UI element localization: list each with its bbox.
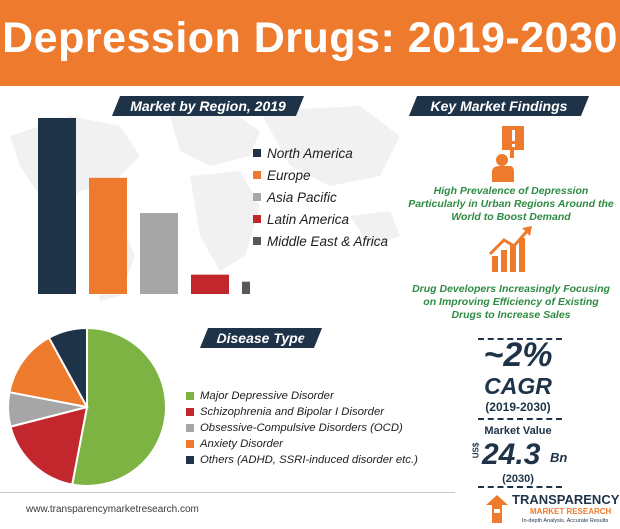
pie-slice-1 [9,405,89,486]
legend-swatch [253,171,261,179]
cagr-value: ~2% [483,336,553,374]
brand-subname: MARKET RESEARCH [530,507,612,516]
legend-swatch [186,424,194,432]
findings-heading: Key Market Findings [420,96,578,116]
legend-item-others: Others (ADHD, SSRI-induced disorder etc.… [186,452,418,468]
legend-item-north-america: North America [253,142,388,164]
title-banner: Depression Drugs: 2019-2030 [0,0,620,86]
market-value-panel: Market Value US$ 24.3 Bn (2030) [462,424,574,486]
finding-1-text: High Prevalence of Depression Particular… [408,185,614,223]
brand-logo-mark [486,495,508,523]
legend-swatch [186,440,194,448]
market-value-unit: Bn [550,450,568,465]
legend-swatch [253,149,261,157]
brand-logo: TRANSPARENCY MARKET RESEARCH In-depth An… [486,492,620,527]
legend-label: Anxiety Disorder [200,438,283,450]
divider-middle [478,418,562,420]
region-heading: Market by Region, 2019 [123,96,293,116]
legend-item-middle-east-africa: Middle East & Africa [253,230,388,252]
legend-swatch [186,456,194,464]
market-value-number: 24.3 [482,438,541,471]
page-title: Depression Drugs: 2019-2030 [2,14,618,62]
bar-latin-america [191,274,229,294]
legend-swatch [253,237,261,245]
stats-panel: ~2% CAGR (2019-2030) [462,332,574,416]
growth-chart-icon [488,226,532,272]
brand-name: TRANSPARENCY [512,492,620,507]
legend-swatch [253,215,261,223]
currency-label: US$ [471,442,481,459]
legend-item-europe: Europe [253,164,388,186]
disease-legend: Major Depressive Disorder Schizophrenia … [186,388,418,468]
legend-item-schizophrenia: Schizophrenia and Bipolar I Disorder [186,404,418,420]
disease-pie-chart [7,326,167,487]
footer-divider [0,492,455,493]
legend-swatch [186,408,194,416]
legend-label: Asia Pacific [267,189,337,205]
disease-heading: Disease Type [211,328,311,348]
legend-swatch [253,193,261,201]
region-bar-chart [38,118,250,294]
footer-url[interactable]: www.transparencymarketresearch.com [26,504,199,515]
legend-label: Schizophrenia and Bipolar I Disorder [200,406,384,418]
brand-tagline: In-depth Analysis. Accurate Results [522,518,609,524]
bar-asia-pacific [140,213,178,294]
legend-label: Europe [267,167,311,183]
legend-label: Middle East & Africa [267,233,389,249]
pie-slice-3 [8,336,89,409]
finding-2-text: Drug Developers Increasingly Focusing on… [412,283,610,321]
cagr-label: CAGR [484,373,552,399]
region-legend: North America Europe Asia Pacific Latin … [253,142,388,252]
legend-swatch [186,392,194,400]
market-value-label: Market Value [484,425,552,437]
legend-label: Obsessive-Compulsive Disorders (OCD) [200,422,403,434]
bar-europe [89,177,127,294]
legend-label: Latin America [267,211,350,227]
market-value-year: (2030) [502,473,534,485]
legend-item-latin-america: Latin America [253,208,388,230]
legend-item-ocd: Obsessive-Compulsive Disorders (OCD) [186,420,418,436]
pie-slice-0 [71,326,167,487]
divider-bottom [478,486,562,488]
bar-north-america [38,118,76,294]
cagr-period: (2019-2030) [485,400,551,414]
legend-item-anxiety: Anxiety Disorder [186,436,418,452]
bar-middle-east-africa [242,281,250,294]
legend-label: North America [267,145,353,161]
person-alert-icon [492,126,524,182]
divider-top [478,338,562,340]
legend-item-asia-pacific: Asia Pacific [253,186,388,208]
pie-slice-4 [47,326,88,408]
market-value-row: US$ 24.3 Bn [462,438,574,472]
legend-label: Major Depressive Disorder [200,390,334,402]
legend-item-mdd: Major Depressive Disorder [186,388,418,404]
legend-label: Others (ADHD, SSRI-induced disorder etc.… [200,454,418,466]
